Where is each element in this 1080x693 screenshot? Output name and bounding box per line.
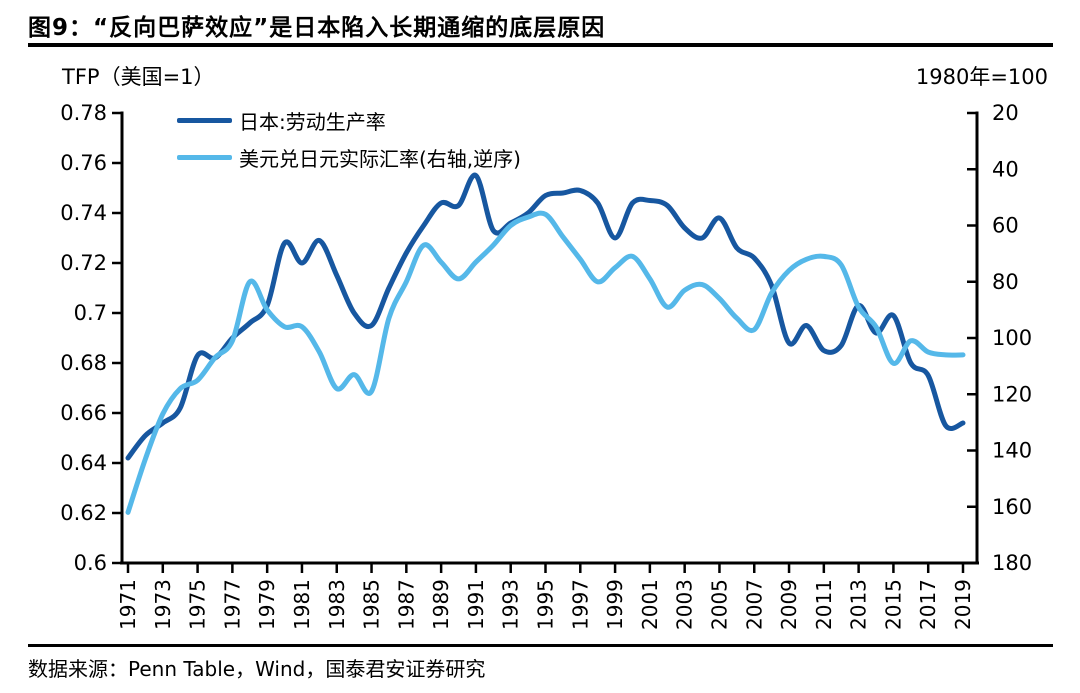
left-axis-tick-label: 0.68 [60, 351, 107, 375]
series-line-japan-productivity [125, 172, 966, 461]
x-axis-tick-label: 2017 [916, 579, 940, 630]
right-axis-tick-label: 80 [992, 270, 1019, 294]
legend-label: 美元兑日元实际汇率(右轴,逆序) [239, 147, 521, 171]
left-axis-tick-label: 0.7 [74, 301, 107, 325]
right-axis-tick-label: 120 [992, 382, 1032, 406]
x-axis-tick-label: 2001 [638, 579, 662, 630]
legend-item-usdjpy-real-fx: 美元兑日元实际汇率(右轴,逆序) [177, 139, 521, 176]
legend-line-swatch-light-blue [177, 155, 232, 160]
x-axis-tick-label: 1977 [220, 579, 244, 630]
right-axis-title: 1980年=100 [915, 65, 1048, 89]
x-axis-tick-label: 2013 [847, 579, 871, 630]
left-axis-tick-label: 0.66 [60, 401, 107, 425]
x-axis-tick-label: 2007 [742, 579, 766, 630]
x-axis-tick-label: 1971 [116, 579, 140, 630]
x-axis-tick-label: 1987 [394, 579, 418, 630]
footer-divider [28, 644, 1053, 647]
left-axis-tick-label: 0.76 [60, 151, 107, 175]
title-divider [28, 43, 1053, 47]
right-axis-tick-label: 60 [992, 214, 1019, 238]
x-axis-tick-label: 2009 [777, 579, 801, 630]
right-axis-tick-label: 20 [992, 101, 1019, 125]
x-axis-tick-label: 1989 [429, 579, 453, 630]
x-axis-tick-label: 2003 [673, 579, 697, 630]
left-axis-tick-label: 0.6 [74, 551, 107, 575]
legend-line-swatch-dark-blue [177, 118, 232, 123]
x-axis-tick-label: 1985 [360, 579, 384, 630]
right-axis-tick-label: 40 [992, 157, 1019, 181]
x-axis-tick-label: 1999 [603, 579, 627, 630]
x-axis-tick-label: 2019 [951, 579, 975, 630]
x-axis-tick-label: 1993 [499, 579, 523, 630]
data-source-note: 数据来源：Penn Table，Wind，国泰君安证券研究 [28, 657, 486, 681]
x-axis-tick-label: 2005 [707, 579, 731, 630]
x-axis-tick-label: 1975 [186, 579, 210, 630]
x-axis-tick-label: 1981 [290, 579, 314, 630]
right-axis-tick-label: 160 [992, 495, 1032, 519]
left-axis-tick-label: 0.72 [60, 251, 107, 275]
x-axis-tick-label: 1973 [151, 579, 175, 630]
left-axis-tick-label: 0.78 [60, 101, 107, 125]
series-line-usdjpy-real-fx [125, 210, 966, 515]
x-axis-tick-label: 2011 [812, 579, 836, 630]
x-axis-tick-label: 1991 [464, 579, 488, 630]
left-axis-tick-label: 0.64 [60, 451, 107, 475]
left-axis-tick-label: 0.62 [60, 501, 107, 525]
legend-item-japan-productivity: 日本:劳动生产率 [177, 102, 521, 139]
right-axis-tick-label: 180 [992, 551, 1032, 575]
left-axis-tick-label: 0.74 [60, 201, 107, 225]
x-axis-tick-label: 2015 [881, 579, 905, 630]
x-axis-tick-label: 1995 [534, 579, 558, 630]
legend-label: 日本:劳动生产率 [239, 110, 386, 134]
chart-legend: 日本:劳动生产率 美元兑日元实际汇率(右轴,逆序) [177, 102, 521, 176]
figure-title: 图9：“反向巴萨效应”是日本陷入长期通缩的底层原因 [28, 15, 606, 41]
left-axis-title: TFP（美国=1） [62, 65, 215, 89]
right-axis-tick-label: 100 [992, 326, 1032, 350]
x-axis-tick-label: 1997 [568, 579, 592, 630]
x-axis-tick-label: 1979 [255, 579, 279, 630]
x-axis-tick-label: 1983 [325, 579, 349, 630]
right-axis-tick-label: 140 [992, 439, 1032, 463]
